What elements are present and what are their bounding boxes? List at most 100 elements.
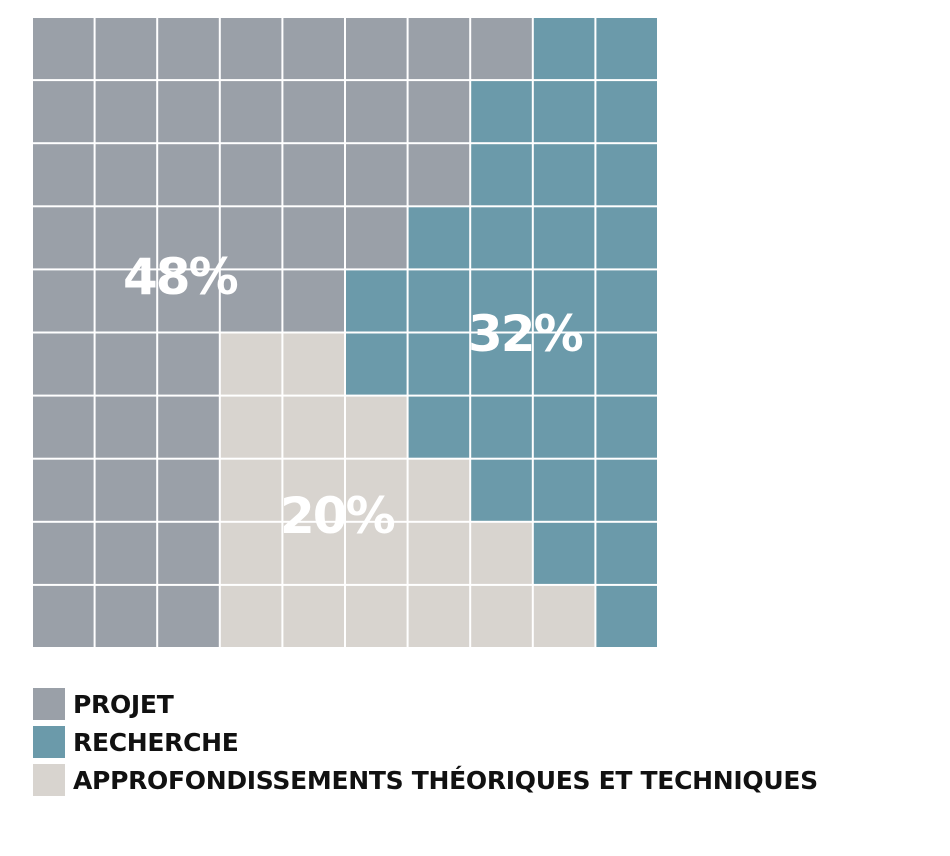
waffle-cell-projet — [33, 270, 94, 332]
waffle-cell-approfondissements — [346, 585, 407, 647]
waffle-cell-projet — [33, 459, 94, 521]
waffle-cell-recherche — [533, 207, 595, 269]
waffle-cell-projet — [33, 18, 94, 80]
waffle-cell-projet — [95, 522, 157, 584]
waffle-cell-projet — [95, 81, 157, 143]
waffle-cell-projet — [346, 207, 407, 269]
waffle-cell-projet — [408, 18, 470, 80]
data-label-recherche: 32% — [468, 305, 584, 363]
waffle-cell-projet — [158, 333, 219, 395]
waffle-cell-recherche — [471, 144, 532, 206]
waffle-cell-projet — [346, 81, 407, 143]
waffle-cell-projet — [33, 207, 94, 269]
waffle-cell-recherche — [408, 207, 470, 269]
waffle-cell-projet — [95, 333, 157, 395]
waffle-cell-projet — [158, 522, 219, 584]
waffle-cell-approfondissements — [408, 585, 470, 647]
waffle-cell-projet — [283, 270, 344, 332]
waffle-cell-projet — [33, 396, 94, 458]
waffle-cell-approfondissements — [346, 396, 407, 458]
waffle-cell-recherche — [596, 396, 657, 458]
waffle-cell-projet — [220, 207, 282, 269]
waffle-cell-recherche — [533, 18, 595, 80]
waffle-cell-recherche — [596, 81, 657, 143]
waffle-cell-recherche — [596, 585, 657, 647]
waffle-cell-approfondissements — [220, 585, 282, 647]
waffle-cell-projet — [95, 270, 157, 332]
waffle-cell-projet — [158, 207, 219, 269]
waffle-cell-recherche — [408, 333, 470, 395]
waffle-cell-recherche — [408, 270, 470, 332]
waffle-cell-projet — [408, 81, 470, 143]
waffle-cell-recherche — [596, 270, 657, 332]
waffle-cell-projet — [95, 459, 157, 521]
waffle-cell-projet — [220, 81, 282, 143]
waffle-cell-approfondissements — [283, 585, 344, 647]
waffle-cell-recherche — [596, 522, 657, 584]
waffle-cell-approfondissements — [471, 522, 532, 584]
waffle-cell-approfondissements — [408, 459, 470, 521]
waffle-cell-approfondissements — [346, 522, 407, 584]
waffle-cell-recherche — [533, 522, 595, 584]
waffle-cell-projet — [220, 270, 282, 332]
legend-label-approfondissements: APPROFONDISSEMENTS THÉORIQUES ET TECHNIQ… — [73, 765, 818, 795]
waffle-cell-recherche — [471, 207, 532, 269]
waffle-cell-approfondissements — [283, 333, 344, 395]
waffle-cell-recherche — [596, 144, 657, 206]
waffle-cell-approfondissements — [220, 396, 282, 458]
waffle-cell-projet — [283, 144, 344, 206]
legend-item-approfondissements: APPROFONDISSEMENTS THÉORIQUES ET TECHNIQ… — [33, 761, 818, 799]
waffle-cell-projet — [33, 144, 94, 206]
waffle-cell-projet — [33, 333, 94, 395]
waffle-cell-recherche — [533, 459, 595, 521]
waffle-cell-recherche — [596, 18, 657, 80]
waffle-cell-approfondissements — [408, 522, 470, 584]
waffle-cell-approfondissements — [283, 396, 344, 458]
waffle-cell-projet — [158, 585, 219, 647]
waffle-cell-approfondissements — [220, 459, 282, 521]
legend-swatch-approfondissements — [33, 764, 65, 796]
legend: PROJET RECHERCHE APPROFONDISSEMENTS THÉO… — [33, 685, 818, 799]
waffle-cell-approfondissements — [220, 333, 282, 395]
waffle-cell-approfondissements — [346, 459, 407, 521]
waffle-chart — [33, 18, 657, 647]
waffle-cell-recherche — [596, 207, 657, 269]
waffle-cell-recherche — [596, 333, 657, 395]
waffle-cell-recherche — [471, 333, 532, 395]
waffle-cell-recherche — [471, 270, 532, 332]
data-label-projet: 48% — [123, 248, 239, 306]
data-label-approfondissements: 20% — [280, 487, 396, 545]
waffle-cell-recherche — [533, 270, 595, 332]
waffle-cell-projet — [283, 81, 344, 143]
waffle-cell-projet — [346, 18, 407, 80]
waffle-cell-projet — [283, 18, 344, 80]
waffle-cell-recherche — [346, 333, 407, 395]
waffle-cell-projet — [158, 81, 219, 143]
waffle-cell-recherche — [346, 270, 407, 332]
waffle-cell-approfondissements — [283, 522, 344, 584]
legend-item-projet: PROJET — [33, 685, 818, 723]
waffle-cell-projet — [471, 18, 532, 80]
waffle-cell-projet — [158, 144, 219, 206]
waffle-cell-projet — [95, 396, 157, 458]
waffle-cell-projet — [408, 144, 470, 206]
waffle-cell-projet — [220, 18, 282, 80]
waffle-cell-projet — [158, 459, 219, 521]
waffle-cell-projet — [95, 207, 157, 269]
legend-label-recherche: RECHERCHE — [73, 727, 239, 757]
legend-swatch-recherche — [33, 726, 65, 758]
waffle-cell-projet — [95, 18, 157, 80]
waffle-cell-recherche — [471, 396, 532, 458]
waffle-cell-projet — [33, 522, 94, 584]
waffle-cell-projet — [95, 144, 157, 206]
waffle-cell-projet — [33, 585, 94, 647]
waffle-cell-projet — [33, 81, 94, 143]
waffle-cell-approfondissements — [283, 459, 344, 521]
legend-swatch-projet — [33, 688, 65, 720]
waffle-cell-recherche — [533, 333, 595, 395]
legend-label-projet: PROJET — [73, 689, 174, 719]
waffle-cell-recherche — [408, 396, 470, 458]
waffle-cell-recherche — [471, 459, 532, 521]
waffle-cell-projet — [158, 396, 219, 458]
legend-item-recherche: RECHERCHE — [33, 723, 818, 761]
